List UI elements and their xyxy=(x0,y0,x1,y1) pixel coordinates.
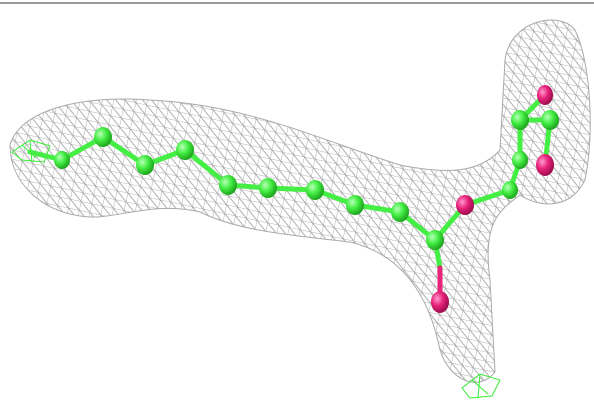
density-map-view xyxy=(0,0,594,405)
page: (() => { const data = JSON.parse(documen… xyxy=(0,0,594,405)
